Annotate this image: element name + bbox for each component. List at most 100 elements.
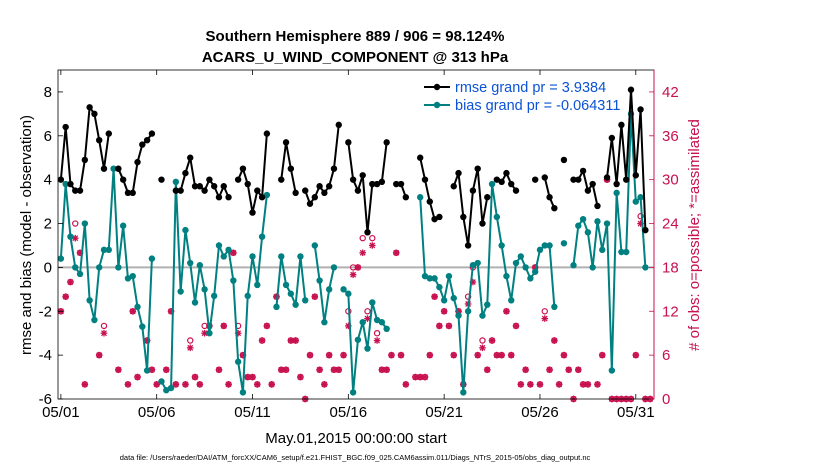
bias-point	[536, 246, 544, 254]
bias-point	[570, 262, 577, 269]
rmse-point	[493, 176, 501, 183]
bias-point	[316, 277, 323, 284]
legend-bias-marker	[433, 101, 441, 109]
obs-assimilated-point	[584, 381, 592, 388]
bias-point	[551, 303, 558, 311]
rmse-point	[369, 180, 376, 188]
bias-point	[421, 272, 429, 280]
bias-point	[167, 384, 175, 392]
y-tick-label: 6	[44, 128, 52, 145]
bias-point	[632, 198, 639, 205]
obs-assimilated-point	[124, 381, 132, 388]
rmse-point	[364, 229, 371, 236]
bias-point	[637, 194, 644, 201]
rmse-point	[349, 176, 357, 183]
obs-assimilated-point	[392, 249, 400, 257]
rmse-point	[196, 183, 204, 190]
obs-assimilated-point	[565, 366, 573, 374]
obs-assimilated-point	[594, 381, 601, 388]
x-tick-label: 05/26	[521, 404, 559, 421]
rmse-point	[560, 156, 568, 164]
rmse-point	[637, 106, 644, 113]
bias-point	[292, 301, 299, 308]
obs-possible-point	[100, 322, 108, 330]
rmse-point	[249, 209, 256, 216]
rmse-point	[316, 183, 323, 190]
bias-point	[364, 345, 371, 352]
obs-assimilated-point	[258, 337, 266, 344]
rmse-point	[182, 169, 189, 177]
rmse-line-segment	[452, 168, 489, 246]
bias-point	[225, 246, 232, 254]
rmse-point	[421, 176, 429, 183]
bias-point	[158, 378, 165, 385]
obs-assimilated-point	[488, 337, 496, 344]
bias-point	[445, 272, 453, 280]
obs-assimilated-point	[172, 381, 180, 388]
y-tick-label: 4	[44, 172, 52, 189]
rmse-point	[397, 180, 405, 188]
obs-assimilated-point	[311, 293, 319, 300]
obs-assimilated-point	[254, 381, 261, 388]
bias-series-layer	[57, 110, 649, 396]
bias-point	[369, 299, 376, 306]
bias-point	[512, 259, 520, 267]
bias-point	[531, 268, 539, 275]
rmse-point	[100, 165, 108, 172]
rmse-point	[623, 176, 630, 183]
obs-assimilated-point	[498, 351, 505, 359]
rmse-point	[546, 194, 553, 201]
obs-assimilated-point	[364, 315, 371, 322]
bias-point	[96, 264, 103, 271]
y-axis-right: 0 6 12 18 24 30 36 42	[649, 70, 679, 408]
y-right-tick-label: 36	[662, 128, 679, 145]
rmse-point	[325, 183, 333, 190]
rmse-point	[96, 136, 103, 144]
rmse-point	[278, 176, 285, 183]
bias-point	[488, 180, 496, 188]
obs-assimilated-point	[426, 351, 434, 359]
rmse-point	[498, 178, 505, 186]
obs-assimilated-point	[450, 351, 458, 359]
obs-assimilated-point	[479, 344, 486, 352]
obs-assimilated-point	[388, 351, 395, 359]
bias-point	[345, 290, 352, 297]
bias-point	[522, 264, 529, 271]
rmse-point	[86, 104, 93, 111]
bias-point	[81, 220, 89, 227]
bias-point	[354, 336, 362, 343]
bias-point	[62, 180, 69, 188]
y-right-tick-label: 24	[662, 216, 679, 233]
y-axis-left: -6 -4 -2 0 2 4 6 8	[39, 84, 63, 408]
x-tick-label: 05/21	[425, 404, 463, 421]
obs-possible-point	[359, 234, 366, 242]
rmse-point	[158, 176, 165, 183]
bias-point	[613, 189, 620, 197]
obs-assimilated-point	[129, 307, 137, 315]
obs-possible-point	[373, 330, 381, 337]
bias-point	[239, 389, 247, 396]
obs-assimilated-point	[67, 278, 74, 286]
rmse-point	[383, 139, 390, 146]
rmse-point	[234, 176, 242, 183]
rmse-point	[306, 200, 314, 207]
bias-point	[321, 319, 328, 326]
bias-point	[177, 288, 184, 295]
bias-point	[143, 367, 151, 374]
rmse-point	[254, 187, 261, 194]
obs-assimilated-point	[268, 381, 275, 388]
x-tick-label: 05/16	[330, 404, 368, 421]
y-axis-left-label: rmse and bias (model - observation)	[18, 115, 35, 355]
rmse-point	[201, 187, 208, 194]
rmse-point	[187, 154, 194, 161]
y-tick-label: -4	[39, 347, 52, 364]
bias-line-segment	[572, 113, 647, 371]
bias-point	[215, 242, 223, 249]
rmse-point	[642, 226, 649, 234]
obs-assimilated-point	[297, 373, 304, 381]
rmse-point	[335, 121, 342, 129]
rmse-point	[575, 176, 582, 183]
bias-point	[76, 270, 84, 278]
rmse-point	[584, 187, 592, 194]
obs-assimilated-point	[440, 307, 448, 315]
